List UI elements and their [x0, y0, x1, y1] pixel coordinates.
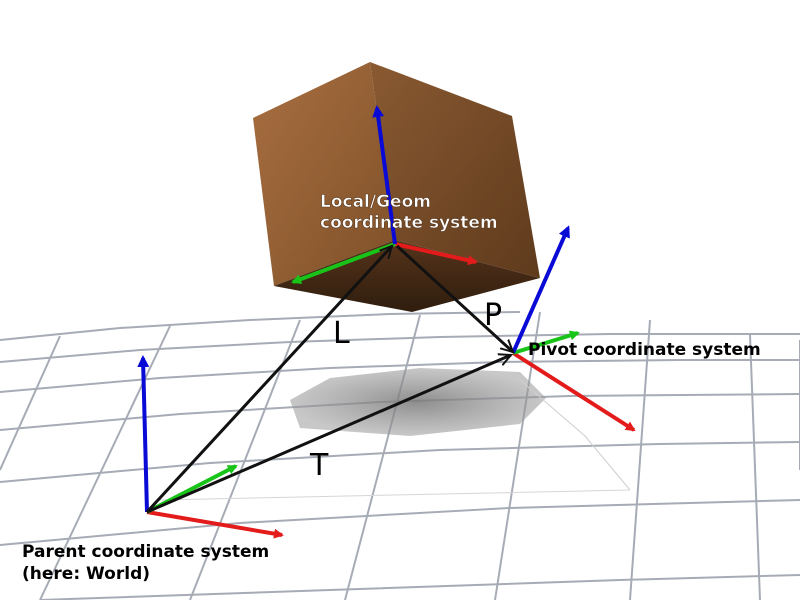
- label-local-coordinate-system: Local/Geom coordinate system: [320, 192, 498, 234]
- cube: [253, 62, 540, 312]
- vector-P: [395, 244, 513, 352]
- local-z-axis: [372, 105, 397, 245]
- local-axes: [291, 105, 478, 284]
- pivot-z-axis: [511, 225, 570, 354]
- ground-grid: [0, 311, 800, 600]
- vector-T: [146, 355, 511, 514]
- label-vector-L: L: [333, 316, 350, 351]
- label-local-line2: coordinate system: [320, 213, 498, 233]
- cube-shadow: [290, 368, 546, 436]
- local-x-axis: [394, 242, 478, 266]
- pivot-axes: [511, 225, 636, 432]
- cube-front-face: [253, 62, 395, 286]
- parent-x-axis: [146, 510, 284, 539]
- label-pivot-coordinate-system: Pivot coordinate system: [528, 340, 761, 360]
- local-y-axis: [291, 242, 396, 284]
- label-vector-T: T: [309, 448, 329, 483]
- parent-axes: [137, 355, 284, 539]
- cube-bottom-face: [274, 240, 540, 312]
- transform-vectors: [145, 244, 513, 514]
- label-local-line1: Local/Geom: [320, 192, 431, 212]
- label-vector-P: P: [484, 298, 502, 333]
- label-parent-line1: Parent coordinate system: [22, 542, 269, 562]
- label-parent-line2: (here: World): [22, 564, 150, 584]
- pivot-y-axis: [512, 330, 580, 355]
- label-parent-coordinate-system: Parent coordinate system (here: World): [22, 542, 269, 584]
- parent-z-axis: [137, 355, 150, 513]
- cube-side-face: [370, 62, 540, 278]
- vector-L: [145, 246, 392, 514]
- pivot-x-axis: [511, 351, 636, 432]
